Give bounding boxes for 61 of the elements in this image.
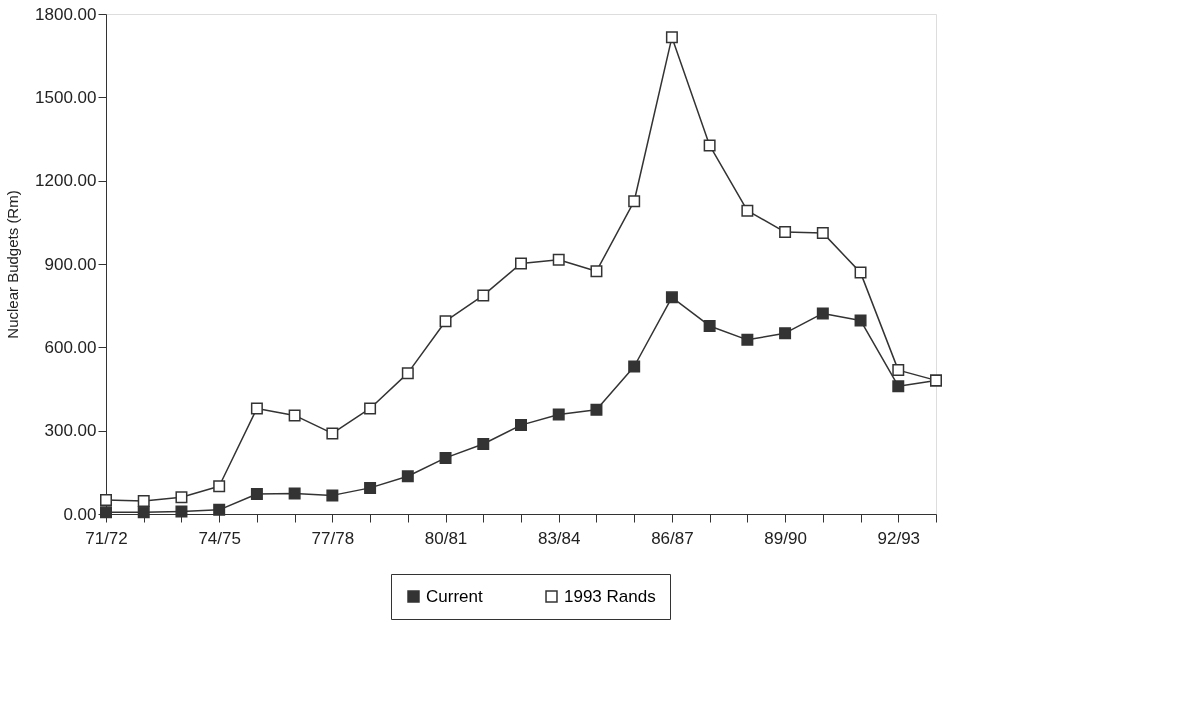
point bbox=[439, 451, 452, 464]
point bbox=[665, 31, 678, 44]
y-tick-label: 1800.00 bbox=[35, 4, 97, 24]
point bbox=[100, 494, 112, 507]
point bbox=[854, 314, 867, 327]
y-tick-label: 600.00 bbox=[44, 337, 97, 357]
point bbox=[628, 360, 641, 373]
x-tick-label: 92/93 bbox=[877, 528, 921, 548]
point bbox=[779, 226, 792, 239]
x-tick-label: 89/90 bbox=[764, 528, 807, 548]
point bbox=[401, 470, 414, 483]
point bbox=[779, 327, 792, 340]
y-tick-label: 1200.00 bbox=[35, 171, 97, 191]
legend-label: Current bbox=[426, 586, 483, 606]
point bbox=[477, 438, 490, 450]
point bbox=[515, 419, 527, 432]
point bbox=[213, 503, 226, 516]
point bbox=[628, 195, 641, 208]
x-tick-label: 80/81 bbox=[424, 528, 468, 548]
point bbox=[816, 307, 829, 320]
point bbox=[515, 257, 527, 270]
point bbox=[401, 367, 414, 380]
y-axis-title: Nuclear Budgets (Rm) bbox=[4, 190, 22, 339]
point bbox=[288, 487, 301, 500]
point bbox=[364, 481, 377, 494]
point bbox=[288, 409, 301, 422]
x-tick-label: 77/78 bbox=[311, 528, 355, 548]
point bbox=[590, 403, 603, 416]
point bbox=[892, 364, 905, 377]
point bbox=[552, 408, 565, 421]
point bbox=[213, 480, 226, 493]
point bbox=[250, 402, 263, 415]
point bbox=[703, 139, 716, 152]
point bbox=[552, 253, 565, 266]
point bbox=[590, 265, 603, 278]
point bbox=[854, 266, 867, 279]
x-tick-label: 74/75 bbox=[198, 528, 241, 548]
point bbox=[816, 226, 829, 239]
point bbox=[364, 402, 377, 415]
point bbox=[741, 333, 754, 346]
point bbox=[175, 505, 188, 518]
point bbox=[326, 427, 339, 440]
x-tick-label: 83/84 bbox=[537, 528, 581, 548]
point bbox=[477, 289, 490, 302]
x-tick-label: 86/87 bbox=[651, 528, 694, 548]
point bbox=[250, 488, 263, 500]
point bbox=[326, 489, 339, 502]
y-tick-label: 1500.00 bbox=[35, 87, 97, 107]
y-tick-label: 900.00 bbox=[44, 254, 97, 274]
y-tick-label: 0.00 bbox=[63, 504, 97, 524]
point bbox=[703, 319, 716, 332]
point bbox=[137, 494, 150, 507]
point bbox=[665, 291, 678, 304]
point bbox=[439, 315, 452, 328]
point bbox=[175, 491, 188, 504]
point bbox=[741, 204, 754, 217]
point bbox=[892, 380, 905, 393]
x-tick-label: 71/72 bbox=[85, 528, 128, 548]
point bbox=[137, 506, 150, 519]
y-tick-label: 300.00 bbox=[44, 421, 97, 441]
legend-label: 1993 Rands bbox=[564, 586, 656, 606]
